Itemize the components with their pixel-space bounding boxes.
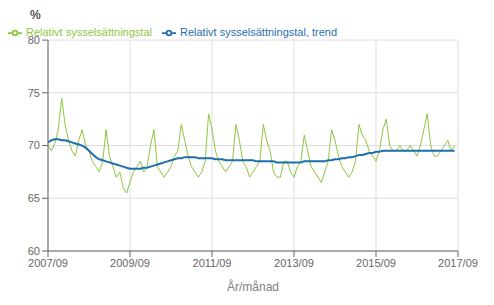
svg-text:2013/09: 2013/09 bbox=[274, 257, 314, 269]
svg-text:2017/09: 2017/09 bbox=[438, 257, 478, 269]
svg-text:År/månad: År/månad bbox=[227, 279, 279, 294]
svg-text:2009/09: 2009/09 bbox=[110, 257, 150, 269]
svg-text:2007/09: 2007/09 bbox=[28, 257, 68, 269]
svg-text:65: 65 bbox=[28, 192, 40, 204]
svg-text:80: 80 bbox=[28, 34, 40, 46]
svg-text:70: 70 bbox=[28, 139, 40, 151]
svg-text:2015/09: 2015/09 bbox=[356, 257, 396, 269]
svg-text:75: 75 bbox=[28, 87, 40, 99]
svg-text:60: 60 bbox=[28, 245, 40, 257]
svg-text:2011/09: 2011/09 bbox=[193, 257, 232, 269]
